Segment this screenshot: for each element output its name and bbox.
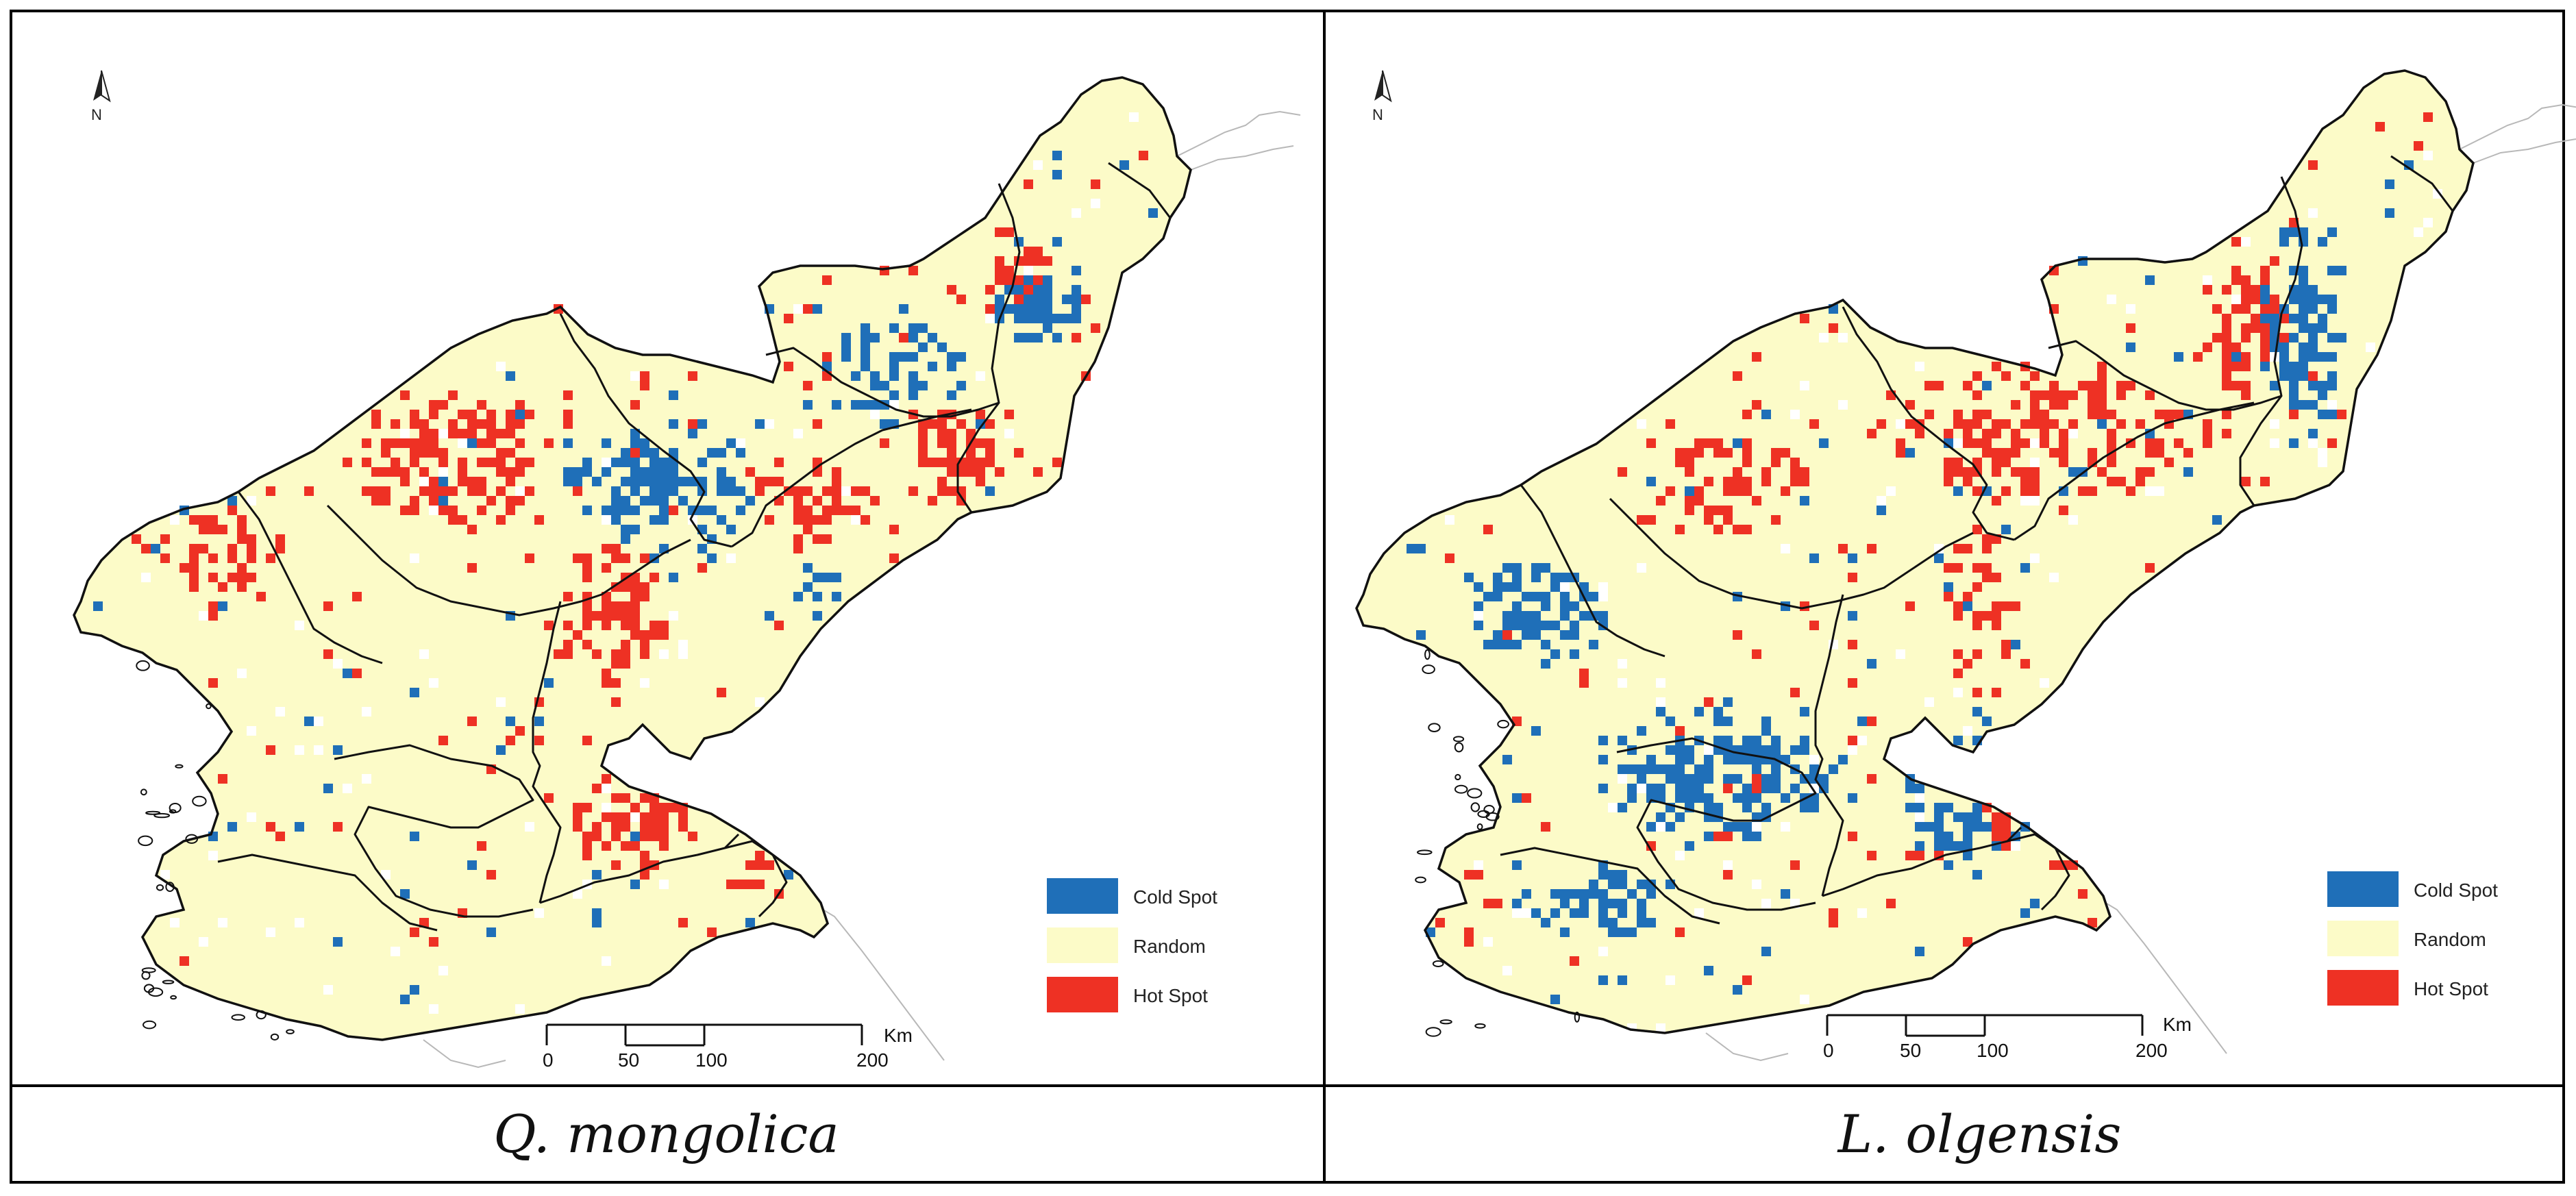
map-panel-right: N 0 50 100 200 Km Cold Spot Random Hot S…: [1326, 12, 2576, 1084]
legend-swatch-cold: [2327, 871, 2399, 907]
caption-left: Q. mongolica: [493, 1104, 839, 1164]
north-arrow-icon: [93, 70, 111, 103]
scale-tick-50: 50: [618, 1049, 640, 1071]
province-borders: [73, 76, 1192, 1041]
legend-swatch-random: [2327, 921, 2399, 956]
map-svg-left: [73, 70, 1301, 1069]
scale-tick-200: 200: [2135, 1040, 2168, 1061]
legend-label-random: Random: [2414, 929, 2486, 950]
coastal-islands: [1415, 649, 1581, 1037]
scale-tick-200: 200: [856, 1049, 889, 1071]
north-label: N: [1372, 106, 1383, 123]
scale-bar: [1826, 1014, 2144, 1037]
country-shape: [73, 76, 1192, 1041]
scale-unit: Km: [884, 1025, 913, 1046]
legend-label-cold: Cold Spot: [1133, 886, 1217, 908]
scale-tick-100: 100: [1977, 1040, 2009, 1061]
north-label: N: [91, 106, 102, 123]
figure-frame: N 0 50 100 200 Km Cold Spot Random Hot S…: [10, 10, 2576, 1184]
legend-label-cold: Cold Spot: [2414, 880, 2498, 901]
legend-label-hot: Hot Spot: [2414, 978, 2488, 999]
caption-divider-horizontal: [12, 1084, 2562, 1087]
neighbor-coastline: [1705, 103, 2576, 1062]
scale-tick-0: 0: [1823, 1040, 1834, 1061]
north-arrow-icon: [1374, 70, 1392, 103]
hotspot-cells: [93, 112, 1158, 1014]
scale-tick-100: 100: [695, 1049, 728, 1071]
scale-unit: Km: [2163, 1014, 2192, 1035]
caption-right: L. olgensis: [1837, 1104, 2122, 1164]
panel-divider-vertical: [1323, 12, 1326, 1181]
legend-swatch-hot: [1047, 977, 1118, 1012]
hotspot-cells: [1407, 112, 2442, 1033]
map-panel-left: N 0 50 100 200 Km Cold Spot Random Hot S…: [12, 12, 1320, 1084]
legend-label-hot: Hot Spot: [1133, 985, 1208, 1006]
scale-tick-0: 0: [543, 1049, 554, 1071]
legend-swatch-cold: [1047, 878, 1118, 914]
neighbor-coastline: [423, 110, 1301, 1069]
scale-bar: [545, 1023, 863, 1047]
legend-label-random: Random: [1133, 936, 1206, 957]
coastal-islands: [136, 660, 295, 1041]
legend-swatch-random: [1047, 927, 1118, 963]
scale-tick-50: 50: [1900, 1040, 1922, 1061]
legend-swatch-hot: [2327, 970, 2399, 1006]
map-svg-right: [1355, 69, 2576, 1062]
country-shape: [1355, 69, 2475, 1034]
province-borders: [1355, 69, 2475, 1034]
